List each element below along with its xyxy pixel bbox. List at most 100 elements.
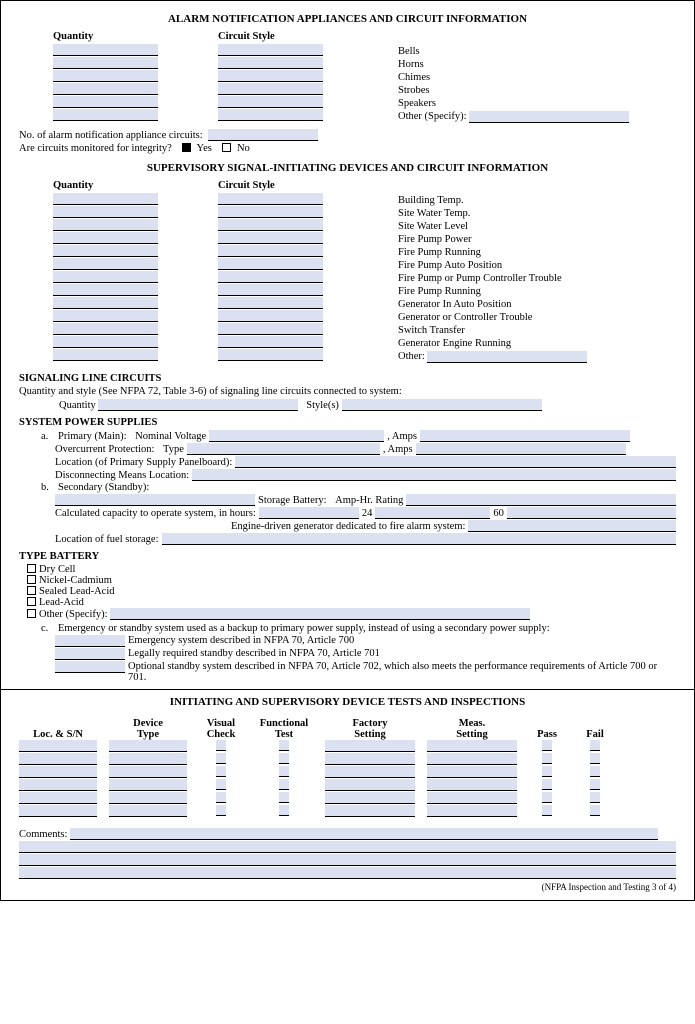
tests-check[interactable] — [279, 792, 289, 803]
s2-qty-field[interactable] — [53, 219, 158, 231]
tests-check[interactable] — [279, 805, 289, 816]
tests-field[interactable] — [19, 792, 97, 804]
tests-field[interactable] — [325, 766, 415, 778]
s2-style-field[interactable] — [218, 245, 323, 257]
tests-field[interactable] — [109, 779, 187, 791]
sps-sec-field1[interactable] — [55, 494, 255, 506]
s1-style-field[interactable] — [218, 96, 323, 108]
s1-style-field[interactable] — [218, 109, 323, 121]
tests-check[interactable] — [590, 779, 600, 790]
sps-engine-field[interactable] — [468, 520, 676, 532]
s2-qty-field[interactable] — [53, 297, 158, 309]
tests-check[interactable] — [216, 766, 226, 777]
s1-style-field[interactable] — [218, 70, 323, 82]
slc-qty-field[interactable] — [98, 399, 298, 411]
tests-field[interactable] — [109, 766, 187, 778]
tests-field[interactable] — [325, 805, 415, 817]
s2-qty-field[interactable] — [53, 349, 158, 361]
s2-qty-field[interactable] — [53, 336, 158, 348]
s2-qty-field[interactable] — [53, 193, 158, 205]
tests-check[interactable] — [542, 779, 552, 790]
s2-qty-field[interactable] — [53, 232, 158, 244]
sps-locpanel-field[interactable] — [235, 456, 676, 468]
s1-qty-field[interactable] — [53, 96, 158, 108]
comments-line[interactable] — [19, 854, 676, 866]
s2-style-field[interactable] — [218, 310, 323, 322]
tests-check[interactable] — [542, 766, 552, 777]
tests-field[interactable] — [19, 753, 97, 765]
tests-check[interactable] — [590, 805, 600, 816]
tests-field[interactable] — [325, 740, 415, 752]
s1-qty-field[interactable] — [53, 57, 158, 69]
integrity-no-checkbox[interactable] — [222, 143, 231, 152]
battery-c-field[interactable] — [55, 648, 125, 660]
s2-qty-field[interactable] — [53, 245, 158, 257]
s2-style-field[interactable] — [218, 206, 323, 218]
s1-qty-field[interactable] — [53, 109, 158, 121]
tests-check[interactable] — [216, 792, 226, 803]
tests-check[interactable] — [279, 753, 289, 764]
s1-qty-field[interactable] — [53, 83, 158, 95]
tests-check[interactable] — [216, 779, 226, 790]
tests-field[interactable] — [427, 779, 517, 791]
tests-field[interactable] — [325, 779, 415, 791]
tests-field[interactable] — [427, 805, 517, 817]
tests-check[interactable] — [590, 766, 600, 777]
comments-line[interactable] — [19, 867, 676, 879]
sps-fuel-field[interactable] — [162, 533, 676, 545]
s1-qty-field[interactable] — [53, 44, 158, 56]
tests-check[interactable] — [216, 753, 226, 764]
tests-check[interactable] — [279, 779, 289, 790]
s2-qty-field[interactable] — [53, 323, 158, 335]
s2-style-field[interactable] — [218, 271, 323, 283]
s2-other-field[interactable] — [427, 351, 587, 363]
tests-check[interactable] — [216, 740, 226, 751]
sps-amps2-field[interactable] — [416, 443, 626, 455]
slc-styles-field[interactable] — [342, 399, 542, 411]
tests-check[interactable] — [542, 753, 552, 764]
battery-other-field[interactable] — [110, 608, 530, 620]
s1-qty-field[interactable] — [53, 70, 158, 82]
tests-field[interactable] — [19, 766, 97, 778]
tests-field[interactable] — [19, 779, 97, 791]
s2-style-field[interactable] — [218, 297, 323, 309]
battery-c-field[interactable] — [55, 661, 125, 673]
comments-line[interactable] — [19, 841, 676, 853]
tests-field[interactable] — [427, 753, 517, 765]
s2-qty-field[interactable] — [53, 284, 158, 296]
sps-nominal-field[interactable] — [209, 430, 384, 442]
s2-style-field[interactable] — [218, 284, 323, 296]
s2-style-field[interactable] — [218, 219, 323, 231]
tests-check[interactable] — [590, 753, 600, 764]
tests-field[interactable] — [427, 766, 517, 778]
sps-type-field[interactable] — [187, 443, 380, 455]
s1-style-field[interactable] — [218, 57, 323, 69]
s2-style-field[interactable] — [218, 323, 323, 335]
sps-amps1-field[interactable] — [420, 430, 630, 442]
s2-style-field[interactable] — [218, 232, 323, 244]
tests-check[interactable] — [216, 805, 226, 816]
tests-check[interactable] — [279, 740, 289, 751]
tests-check[interactable] — [542, 740, 552, 751]
s1-style-field[interactable] — [218, 44, 323, 56]
s2-qty-field[interactable] — [53, 310, 158, 322]
tests-field[interactable] — [427, 792, 517, 804]
s1-style-field[interactable] — [218, 83, 323, 95]
battery-checkbox[interactable] — [27, 564, 36, 573]
battery-checkbox[interactable] — [27, 575, 36, 584]
tests-field[interactable] — [325, 792, 415, 804]
s2-qty-field[interactable] — [53, 258, 158, 270]
s2-qty-field[interactable] — [53, 206, 158, 218]
battery-checkbox[interactable] — [27, 609, 36, 618]
integrity-yes-checkbox[interactable] — [182, 143, 191, 152]
s2-qty-field[interactable] — [53, 271, 158, 283]
tests-field[interactable] — [427, 740, 517, 752]
battery-checkbox[interactable] — [27, 597, 36, 606]
s2-style-field[interactable] — [218, 349, 323, 361]
tests-field[interactable] — [109, 792, 187, 804]
battery-checkbox[interactable] — [27, 586, 36, 595]
sps-amphr-field[interactable] — [406, 494, 676, 506]
s2-style-field[interactable] — [218, 258, 323, 270]
circuits-count-field[interactable] — [208, 129, 318, 141]
sps-disc-field[interactable] — [192, 469, 676, 481]
